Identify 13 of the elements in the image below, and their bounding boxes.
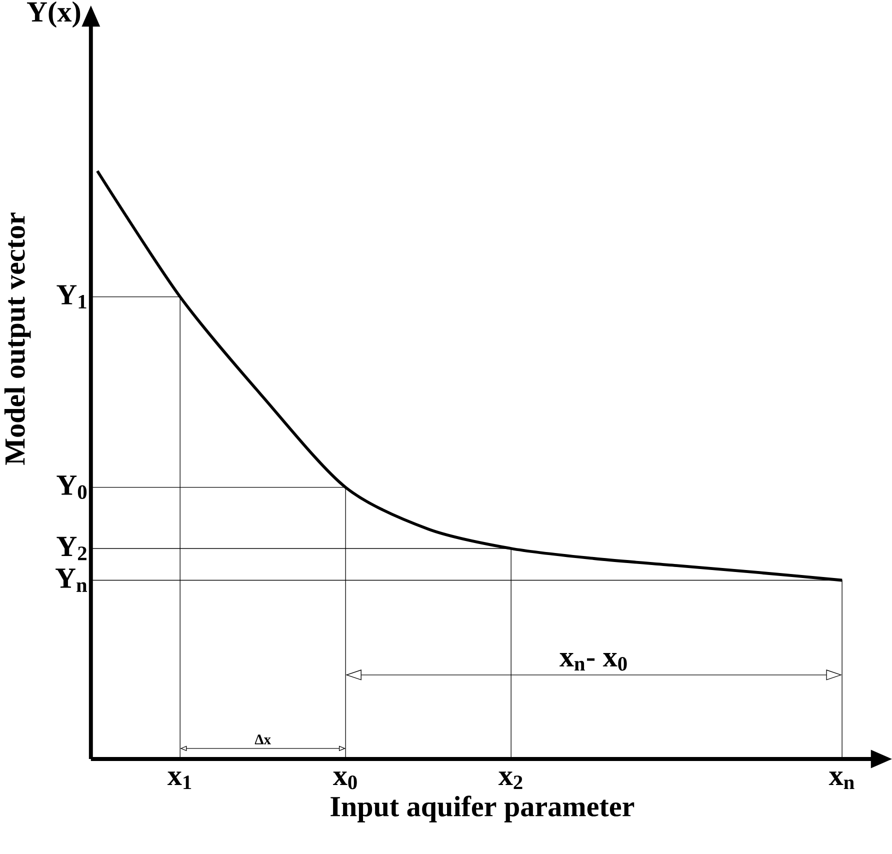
x-tick-label: x$_{1}$ [168,772,192,789]
text: Y$_{n}$ [56,568,88,592]
text: Y$_{2}$ [56,536,86,560]
text: Y$_{0}$ [56,476,87,499]
x-axis-title: Input aquifer parameter [330,796,634,822]
y-axis-title: Model output vector [4,212,31,465]
text: Y(x) [27,1,80,28]
x-tick-label: x$_{n}$ [828,772,854,789]
x-tick-label: x$_{0}$ [333,772,357,790]
text: Y$_{1}$ [56,285,86,308]
x-tick-label: x$_{2}$ [498,772,522,789]
annotation: Δx [254,734,271,744]
annotation: x$_{n}$- x$_{0}$ [560,652,627,671]
